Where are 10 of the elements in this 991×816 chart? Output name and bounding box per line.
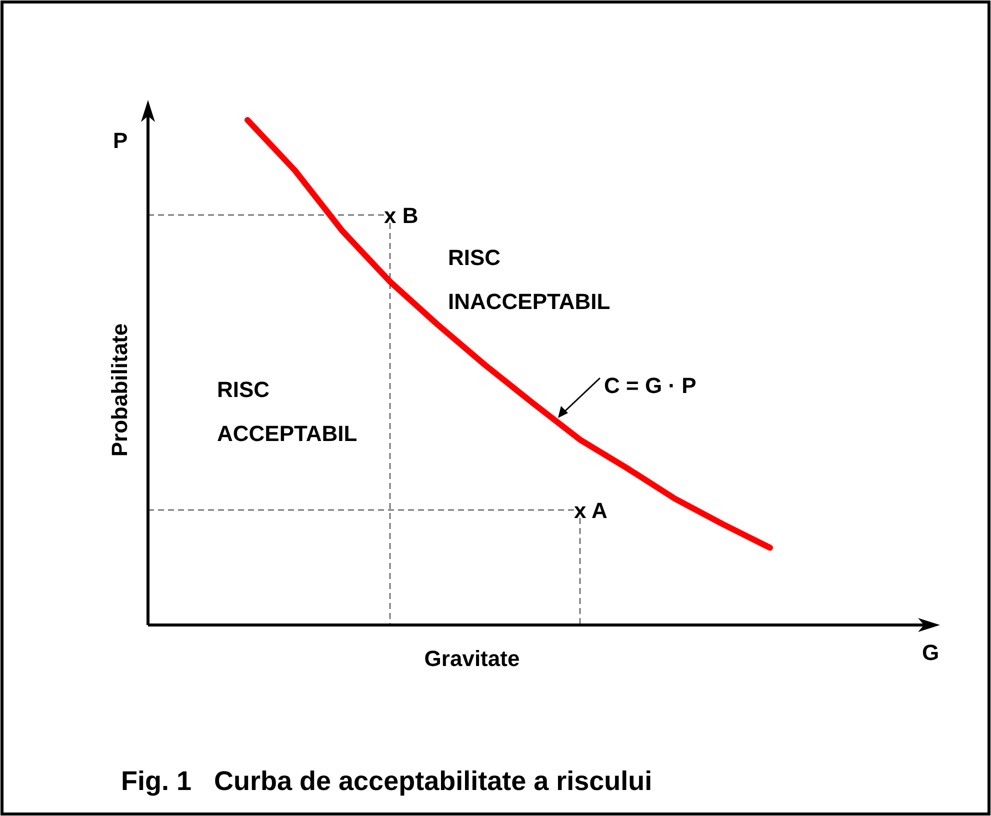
annotation: C = G · P	[604, 373, 696, 398]
annotation: RISC INACCEPTABIL	[448, 245, 610, 314]
x-axis-title: Gravitate	[424, 646, 520, 671]
annotation: x B	[384, 203, 418, 228]
text: Fig. 1 Curba de acceptabilitate a riscului	[121, 766, 652, 796]
annotation: x A	[574, 498, 608, 523]
y-axis-title: Probabilitate	[107, 323, 132, 457]
text: G	[922, 640, 940, 665]
text: P	[113, 128, 128, 153]
annotation: RISC ACCEPTABIL	[217, 377, 358, 446]
